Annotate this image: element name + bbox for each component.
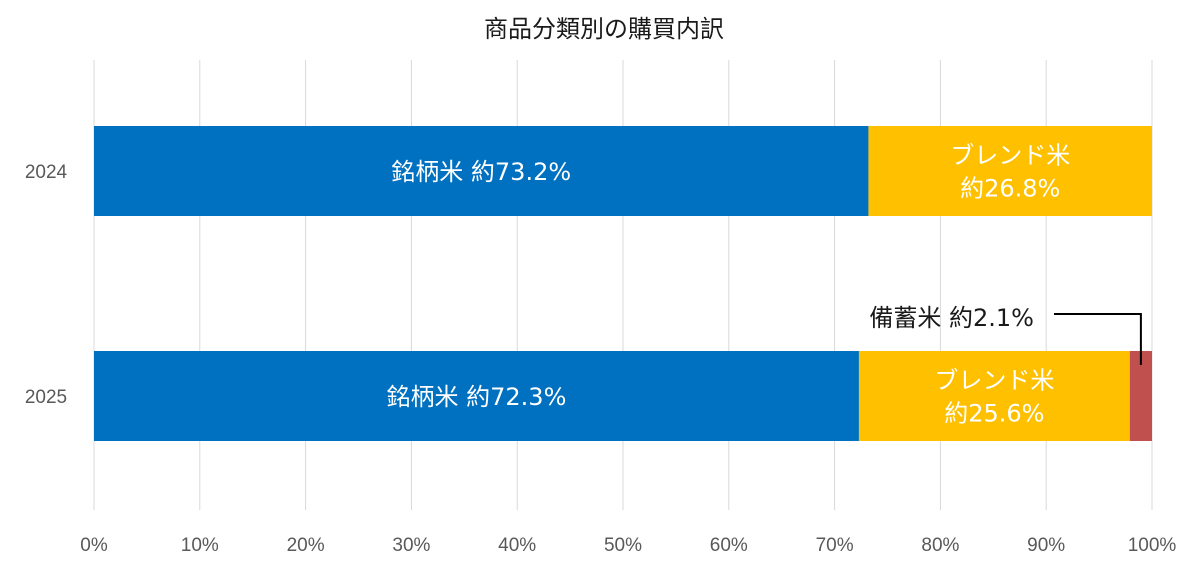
callout-label: 備蓄米 約2.1% xyxy=(869,304,1034,332)
x-tick-label: 80% xyxy=(921,535,959,556)
x-tick-label: 30% xyxy=(392,535,430,556)
x-tick-label: 20% xyxy=(287,535,325,556)
bar-segment-brand xyxy=(94,126,869,216)
x-tick-label: 40% xyxy=(498,535,536,556)
x-tick-label: 100% xyxy=(1128,535,1177,556)
bar-segments xyxy=(94,126,1152,441)
x-tick-label: 70% xyxy=(816,535,854,556)
callout-annotation: 備蓄米 約2.1% xyxy=(869,304,1142,365)
callout-leader-line xyxy=(1054,313,1142,365)
data-label: ブレンド米 xyxy=(950,142,1070,170)
data-label: 銘柄米 約73.2% xyxy=(391,158,571,186)
x-tick-label: 10% xyxy=(181,535,219,556)
x-tick-label: 0% xyxy=(80,535,108,556)
bar-segment-stock xyxy=(1129,351,1152,441)
category-labels: 2024 2025 xyxy=(25,162,68,408)
chart-title: 商品分類別の購買内訳 xyxy=(484,15,724,43)
x-tick-label: 50% xyxy=(604,535,642,556)
category-label: 2024 xyxy=(25,162,68,183)
x-tick-label: 90% xyxy=(1027,535,1065,556)
data-label: ブレンド米 xyxy=(934,367,1054,395)
bar-segment-brand xyxy=(94,351,859,441)
data-label: 約25.6% xyxy=(944,400,1044,428)
category-label: 2025 xyxy=(25,387,67,408)
data-label: 銘柄米 約72.3% xyxy=(387,383,567,411)
data-label: 約26.8% xyxy=(960,175,1060,203)
x-tick-label: 60% xyxy=(710,535,748,556)
bar-segment-blend xyxy=(868,126,1152,216)
bar-segment-blend xyxy=(858,351,1130,441)
x-axis-tick-labels: 0% 10% 20% 30% 40% 50% 60% 70% 80% 90% 100% xyxy=(80,535,1176,556)
